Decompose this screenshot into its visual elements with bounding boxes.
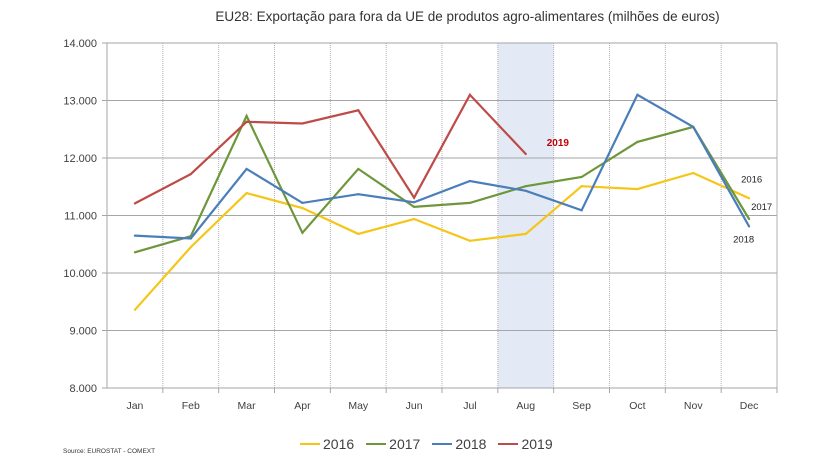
data-point-2019-feb	[189, 173, 192, 176]
data-point-2016-mar	[245, 191, 248, 195]
legend-swatch-2019	[498, 443, 519, 445]
data-point-2018-jan	[133, 234, 137, 237]
ytick-label: 14.000	[63, 38, 97, 50]
data-point-2018-nov	[692, 125, 695, 129]
data-point-2019-may	[357, 109, 360, 112]
xtick-label-sep: Sep	[572, 400, 591, 412]
data-point-2019-mar	[245, 120, 248, 123]
series-line-2019	[134, 92, 527, 205]
data-point-2017-oct	[636, 140, 639, 143]
data-point-2018-aug	[524, 189, 527, 192]
source-note: Source: EUROSTAT - COMEXT	[63, 448, 156, 455]
data-point-2018-mar	[245, 167, 248, 171]
data-point-2016-jul	[468, 239, 472, 242]
data-point-2017-jul	[468, 201, 472, 204]
series-line-2016	[134, 171, 750, 311]
data-point-2019-jun	[412, 196, 416, 199]
data-point-2017-jun	[412, 205, 416, 208]
data-point-2019-jan	[133, 202, 137, 205]
data-point-2018-may	[357, 193, 360, 196]
data-point-2017-apr	[301, 231, 304, 234]
chart-legend: 2016 2017 2018 2019	[300, 436, 565, 452]
xtick-label-feb: Feb	[182, 400, 200, 412]
legend-label-2018: 2018	[455, 436, 487, 452]
xtick-label-jan: Jan	[126, 400, 143, 412]
ytick-label: 9.000	[69, 326, 97, 338]
ytick-label: 10.000	[63, 268, 97, 280]
xtick-label-mar: Mar	[238, 400, 257, 412]
data-point-2018-oct	[636, 93, 639, 96]
data-point-2016-feb	[189, 246, 192, 249]
annotation-label-2019: 2019	[547, 138, 570, 149]
data-point-2017-jan	[133, 251, 137, 254]
xtick-label-dec: Dec	[740, 400, 759, 412]
xtick-label-jun: Jun	[406, 400, 423, 412]
data-point-2018-feb	[189, 237, 192, 240]
data-point-2016-oct	[636, 187, 639, 191]
series-line-2017	[134, 113, 751, 254]
xtick-label-apr: Apr	[294, 400, 311, 412]
chart-title: EU28: Exportação para fora da UE de prod…	[215, 9, 720, 24]
data-point-2018-jul	[468, 179, 472, 183]
data-point-2016-nov	[692, 171, 695, 175]
data-point-2019-aug	[524, 152, 527, 156]
data-point-2017-dec	[747, 217, 751, 221]
data-point-2018-dec	[747, 225, 751, 228]
xtick-label-may: May	[348, 400, 369, 412]
legend-item-2017: 2017	[366, 436, 420, 452]
ytick-label: 12.000	[63, 153, 97, 165]
data-point-2016-aug	[524, 232, 527, 235]
data-point-2017-may	[357, 167, 360, 171]
legend-label-2016: 2016	[323, 436, 355, 452]
end-label-2018: 2018	[733, 234, 754, 245]
data-point-2018-apr	[301, 201, 304, 204]
ytick-label: 11.000	[64, 211, 97, 223]
data-point-2016-dec	[747, 197, 751, 200]
data-point-2016-jan	[133, 308, 137, 311]
data-point-2018-jun	[412, 201, 416, 204]
legend-label-2017: 2017	[389, 436, 421, 452]
data-point-2018-sep	[580, 209, 583, 212]
legend-item-2019: 2019	[498, 436, 553, 452]
series-line-2018	[134, 93, 751, 240]
data-point-2016-may	[357, 232, 360, 235]
ytick-label: 13.000	[63, 96, 97, 108]
end-label-2016: 2016	[741, 174, 762, 185]
xtick-label-jul: Jul	[463, 400, 476, 412]
xtick-label-aug: Aug	[516, 400, 535, 412]
data-point-2016-jun	[412, 217, 416, 221]
legend-label-2019: 2019	[521, 436, 553, 452]
data-point-2017-mar	[245, 114, 248, 118]
data-point-2017-sep	[580, 175, 583, 179]
data-point-2017-aug	[524, 185, 527, 188]
legend-swatch-2018	[432, 443, 453, 445]
end-label-2017: 2017	[751, 202, 772, 213]
data-point-2019-apr	[301, 122, 304, 125]
legend-swatch-2016	[300, 443, 320, 445]
ytick-label: 8.000	[69, 383, 97, 395]
data-point-2016-sep	[580, 185, 583, 188]
data-point-2019-jul	[468, 93, 472, 96]
xtick-label-nov: Nov	[684, 400, 703, 412]
legend-item-2018: 2018	[432, 436, 486, 452]
data-point-2016-apr	[301, 206, 304, 210]
legend-item-2016: 2016	[300, 436, 354, 452]
legend-swatch-2017	[366, 443, 387, 445]
xtick-label-oct: Oct	[629, 400, 645, 412]
